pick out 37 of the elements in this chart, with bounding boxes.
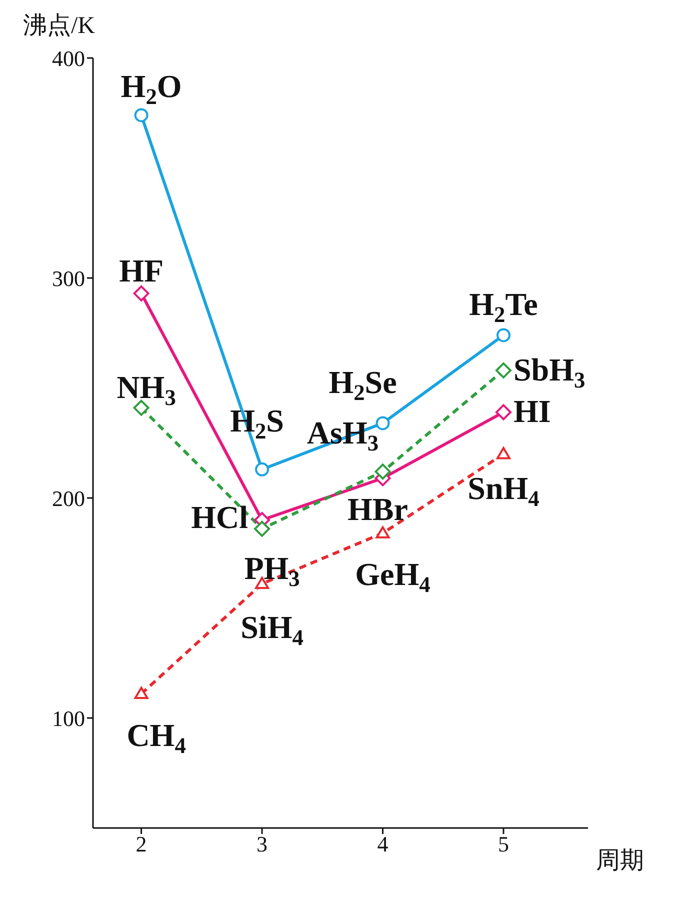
- annotation: PH$_{3}$: [244, 550, 300, 590]
- y-tick-label: 300: [52, 266, 85, 291]
- point: [133, 285, 150, 302]
- point: [376, 416, 390, 430]
- point: [254, 520, 270, 537]
- x-tick-label: 5: [498, 832, 509, 857]
- point: [255, 462, 270, 476]
- x-tick-label: 4: [377, 832, 388, 857]
- x-tick-label: 2: [136, 832, 147, 857]
- point: [376, 526, 390, 538]
- point: [134, 108, 148, 122]
- annotation: H$_{2}$Se: [328, 364, 397, 405]
- point: [495, 404, 512, 420]
- annotation: GeH$_{4}$: [355, 556, 430, 597]
- point: [133, 400, 150, 416]
- point: [496, 447, 510, 460]
- y-tick-label: 200: [52, 486, 85, 511]
- point: [495, 362, 512, 378]
- annotation: H$_{2}$Te: [469, 286, 538, 327]
- annotation: HI: [513, 393, 551, 430]
- x-tick-label: 3: [256, 832, 268, 857]
- annotation: HF: [119, 252, 164, 288]
- point: [134, 686, 148, 699]
- point: [374, 464, 391, 480]
- y-tick-label: 400: [52, 46, 85, 71]
- point: [496, 328, 510, 342]
- annotation: CH$_{4}$: [126, 716, 186, 758]
- annotation: SbH$_{3}$: [513, 351, 586, 392]
- annotation: NH$_{3}$: [116, 368, 176, 410]
- x-axis-title: 周期: [596, 848, 644, 874]
- annotation: SnH$_{4}$: [468, 470, 540, 511]
- annotation: HCl: [191, 499, 248, 535]
- annotation: SiH$_{4}$: [240, 608, 304, 650]
- y-axis-title: 沸点/K: [23, 13, 96, 39]
- y-tick-label: 100: [52, 706, 85, 731]
- annotation: H$_{2}$O: [120, 68, 182, 109]
- annotation: HBr: [348, 491, 408, 528]
